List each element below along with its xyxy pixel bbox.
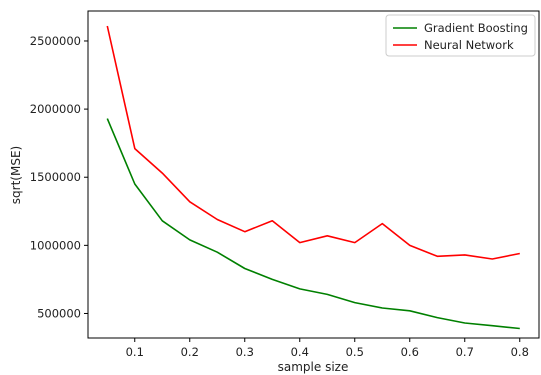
x-tick-label: 0.7 [456,345,474,359]
y-tick-label: 1500000 [30,170,81,184]
series-line-neural-network [106,25,520,260]
x-tick-label: 0.8 [511,345,529,359]
plot-frame [87,10,540,339]
x-tick-label: 0.6 [401,345,419,359]
y-tick-label: 2500000 [30,34,81,48]
y-axis-label: sqrt(MSE) [9,146,23,204]
legend-label-gradient-boosting: Gradient Boosting [424,21,528,35]
x-tick-label: 0.5 [346,345,364,359]
x-tick-label: 0.4 [291,345,309,359]
legend-box [385,14,536,57]
legend-label-neural-network: Neural Network [424,38,514,52]
y-tick-label: 1000000 [30,238,81,252]
x-axis: 0.1 0.2 0.3 0.4 0.5 0.6 0.7 0.8 [126,338,529,359]
x-tick-label: 0.2 [181,345,199,359]
x-tick-label: 0.1 [126,345,144,359]
x-tick-label: 0.3 [236,345,254,359]
plot-area [87,10,540,339]
y-tick-label: 500000 [37,306,81,320]
legend: Gradient Boosting Neural Network [385,14,536,57]
x-axis-label: sample size [278,360,349,374]
series-line-gradient-boosting [106,118,520,330]
y-tick-label: 2000000 [30,102,81,116]
series-layer [106,25,520,330]
y-axis: 500000 1000000 1500000 2000000 2500000 [30,34,88,320]
